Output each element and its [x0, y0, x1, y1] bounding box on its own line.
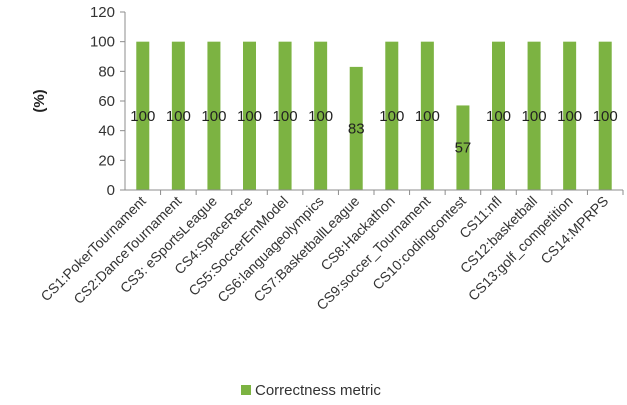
bar [385, 41, 399, 190]
bar [456, 105, 470, 190]
bar [207, 41, 221, 190]
data-label: 100 [130, 108, 155, 125]
y-tick-label: 80 [98, 63, 115, 80]
bar [314, 41, 328, 190]
y-tick-label: 120 [90, 4, 115, 21]
bar-series [136, 41, 612, 190]
data-label: 100 [557, 108, 582, 125]
y-tick-label: 20 [98, 152, 115, 169]
legend-label: Correctness metric [255, 382, 381, 399]
data-label: 100 [522, 108, 547, 125]
data-label: 100 [379, 108, 404, 125]
bar [349, 66, 363, 190]
bar [243, 41, 256, 190]
bar [527, 41, 541, 190]
bar [563, 41, 577, 190]
data-label: 100 [486, 108, 511, 125]
bar [492, 41, 505, 190]
data-label: 83 [348, 120, 365, 137]
y-tick-label: 40 [98, 123, 115, 140]
y-axis: 0 20 40 60 80 100 120 [90, 4, 125, 199]
data-label: 100 [201, 108, 226, 125]
legend-swatch [241, 385, 251, 395]
bar [420, 41, 434, 190]
data-label: 100 [273, 108, 298, 125]
y-tick-label: 60 [98, 93, 115, 110]
data-labels: 100 100 100 100 100 100 83 100 100 57 100 100 100 100 [130, 108, 617, 157]
x-axis: CS1:PokerTournamentCS2:DanceTournamentCS… [37, 190, 624, 313]
bar [136, 41, 150, 190]
data-label: 57 [455, 140, 472, 157]
legend: Correctness metric [241, 382, 381, 399]
y-axis-label: (%) [31, 89, 48, 112]
data-label: 100 [593, 108, 618, 125]
y-tick-label: 100 [90, 34, 115, 51]
data-label: 100 [308, 108, 333, 125]
bar [598, 41, 612, 190]
bar [278, 41, 292, 190]
data-label: 100 [166, 108, 191, 125]
data-label: 100 [415, 108, 440, 125]
data-label: 100 [237, 108, 262, 125]
bar [171, 41, 185, 190]
y-tick-label: 0 [107, 182, 115, 199]
